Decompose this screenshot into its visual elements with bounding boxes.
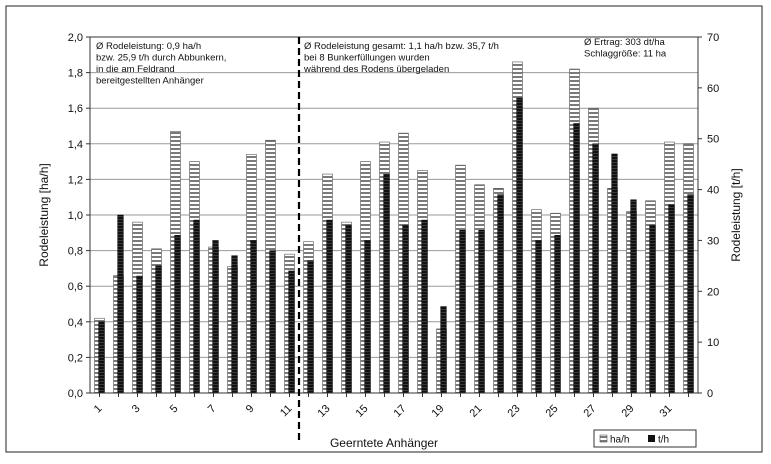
annotation-right-line: Schlaggröße: 11 ha xyxy=(584,49,667,60)
bar-t-h xyxy=(364,240,371,394)
y-left-tick-label: 1,4 xyxy=(68,139,83,151)
bar-t-h xyxy=(649,224,656,394)
x-tick-label: 5 xyxy=(168,403,181,416)
x-axis-title: Geerntete Anhänger xyxy=(330,436,438,450)
y-right-tick-label: 0 xyxy=(707,388,713,400)
annotation-right-line: Ø Ertrag: 303 dt/ha xyxy=(584,37,666,48)
y-right-tick-label: 40 xyxy=(707,185,719,197)
y-right-tick-label: 10 xyxy=(707,337,719,349)
x-tick-label: 23 xyxy=(505,403,522,420)
annotation-left-line: bereitgestellten Anhänger xyxy=(96,76,204,87)
legend-label-t-h: t/h xyxy=(658,435,669,446)
bar-t-h xyxy=(231,255,238,394)
x-tick-label: 17 xyxy=(391,403,408,420)
bars xyxy=(94,61,694,394)
frame xyxy=(5,5,763,453)
y-left-tick-label: 1,0 xyxy=(68,210,83,222)
bar-t-h xyxy=(269,250,276,394)
bar-t-h xyxy=(383,174,390,394)
y-left-tick-label: 2,0 xyxy=(68,32,83,44)
x-tick-label: 11 xyxy=(278,403,295,420)
bar-t-h xyxy=(516,97,523,394)
bar-t-h xyxy=(288,270,295,394)
bar-t-h xyxy=(212,240,219,394)
bar-t-h xyxy=(535,240,542,394)
x-tick-label: 13 xyxy=(315,403,332,420)
x-tick-label: 19 xyxy=(429,403,446,420)
bar-t-h xyxy=(307,260,314,394)
x-tick-label: 3 xyxy=(130,403,143,416)
legend-swatch-t-h xyxy=(648,435,655,442)
x-tick-label: 1 xyxy=(92,403,105,416)
x-tick-label: 27 xyxy=(581,403,598,420)
bar-t-h xyxy=(136,275,143,394)
annotation-middle-line: bei 8 Bunkerfüllungen wurden xyxy=(304,53,430,64)
bar-t-h xyxy=(345,224,352,394)
y-left-axis-title: Rodeleistung [ha/h] xyxy=(37,163,51,266)
axes xyxy=(86,36,702,448)
y-left-tick-label: 1,8 xyxy=(68,68,83,80)
bar-t-h xyxy=(174,235,181,394)
annotation-left-line: in die am Feldrand xyxy=(96,64,175,75)
bar-t-h xyxy=(326,219,333,394)
legend-label-ha-h: ha/h xyxy=(610,435,629,446)
bar-t-h xyxy=(155,265,162,394)
annotation-middle-line: während des Rodens übergeladen xyxy=(303,64,449,75)
bar-t-h xyxy=(117,214,124,394)
bar-t-h xyxy=(611,153,618,394)
bar-t-h xyxy=(478,230,485,394)
bar-t-h xyxy=(440,306,447,394)
bar-t-h xyxy=(573,123,580,394)
annotation-left-line: bzw. 25,9 t/h durch Abbunkern, xyxy=(96,53,226,64)
legend-swatch-ha-h xyxy=(599,434,608,443)
bar-t-h xyxy=(402,224,409,394)
y-right-tick-label: 30 xyxy=(707,235,719,247)
y-left-tick-label: 1,2 xyxy=(68,174,83,186)
bar-t-h xyxy=(630,199,637,394)
x-tick-label: 29 xyxy=(619,403,636,420)
bar-t-h xyxy=(687,194,694,394)
y-left-tick-label: 1,6 xyxy=(68,103,83,115)
x-tick-label: 31 xyxy=(657,403,674,420)
y-left-tick-label: 0,2 xyxy=(68,352,83,364)
y-right-tick-label: 60 xyxy=(707,83,719,95)
x-tick-label: 15 xyxy=(353,403,370,420)
y-right-tick-label: 70 xyxy=(707,32,719,44)
bar-t-h xyxy=(459,230,466,394)
x-tick-label: 25 xyxy=(543,403,560,420)
bar-t-h xyxy=(98,321,105,394)
y-right-tick-label: 20 xyxy=(707,286,719,298)
y-right-axis-title: Rodeleistung [t/h] xyxy=(729,168,743,261)
legend-box xyxy=(593,429,697,448)
y-left-tick-label: 0,4 xyxy=(68,317,83,329)
y-left-tick-label: 0,6 xyxy=(68,281,83,293)
x-tick-label: 21 xyxy=(467,403,484,420)
y-right-tick-label: 50 xyxy=(707,134,719,146)
y-left-tick-label: 0,0 xyxy=(68,388,83,400)
labels: 0,0 0,2 0,4 0,6 0,8 1,0 1,2 1,4 1,6 1,8 2,0 0 10 20 30… xyxy=(37,32,743,450)
x-tick-label: 9 xyxy=(244,403,257,416)
bar-t-h xyxy=(592,143,599,394)
bar-t-h xyxy=(497,194,504,394)
bar-t-h xyxy=(193,219,200,394)
x-tick-label: 7 xyxy=(206,403,219,416)
annotation-middle-line: Ø Rodeleistung gesamt: 1,1 ha/h bzw. 35,… xyxy=(304,41,499,52)
bar-t-h xyxy=(668,204,675,394)
annotation-left-line: Ø Rodeleistung: 0,9 ha/h xyxy=(96,41,201,52)
grid xyxy=(90,36,698,394)
bar-t-h xyxy=(554,235,561,394)
bar-t-h xyxy=(250,240,257,394)
bar-t-h xyxy=(421,219,428,394)
y-left-tick-label: 0,8 xyxy=(68,246,83,258)
